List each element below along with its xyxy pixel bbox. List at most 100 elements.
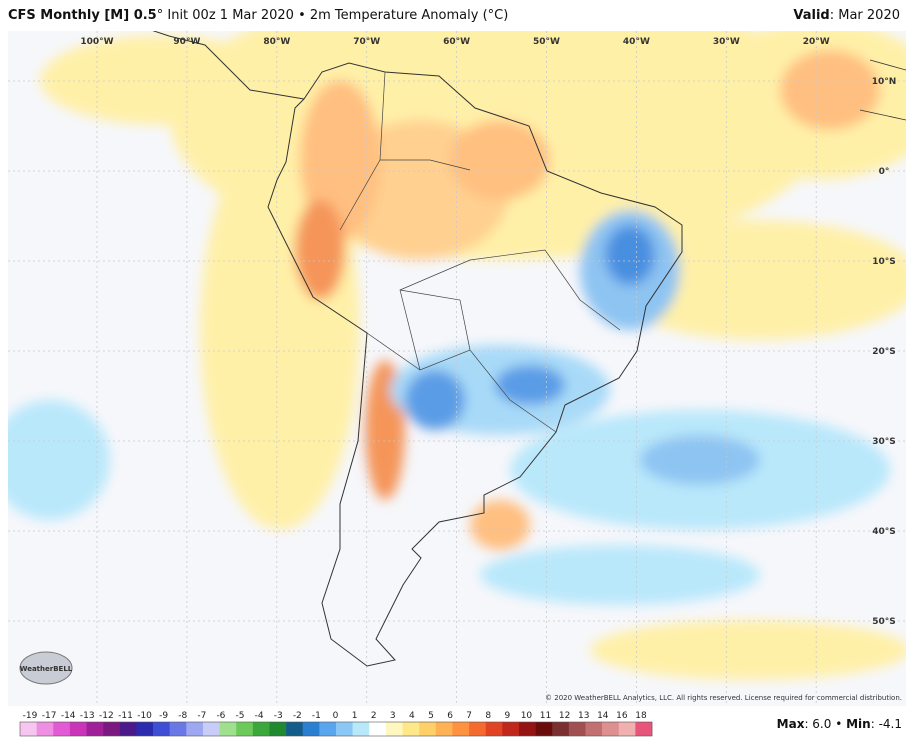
cool-core bbox=[405, 370, 465, 430]
latitude-label: 10°S bbox=[872, 257, 896, 267]
colorbar-swatch bbox=[585, 722, 603, 736]
colorbar-swatch bbox=[618, 722, 636, 736]
colorbar-label: 11 bbox=[540, 711, 551, 721]
warm-area bbox=[450, 120, 550, 200]
colorbar-label: -1 bbox=[312, 711, 321, 721]
colorbar-swatch bbox=[402, 722, 420, 736]
colorbar-swatch bbox=[419, 722, 437, 736]
colorbar-swatch bbox=[219, 722, 237, 736]
colorbar-swatch bbox=[36, 722, 54, 736]
cool-area bbox=[8, 400, 110, 520]
logo-globe bbox=[19, 651, 73, 685]
cool-core bbox=[495, 365, 565, 405]
colorbar-swatch bbox=[518, 722, 536, 736]
colorbar-label: -10 bbox=[137, 711, 152, 721]
longitude-label: 40°W bbox=[623, 37, 650, 47]
cool-core bbox=[605, 225, 655, 285]
colorbar-swatch bbox=[435, 722, 453, 736]
max-min: Max: 6.0 • Min: -4.1 bbox=[777, 717, 902, 731]
colorbar-swatch bbox=[352, 722, 370, 736]
warm-area bbox=[470, 500, 530, 550]
colorbar-swatch bbox=[136, 722, 154, 736]
latitude-label: 40°S bbox=[872, 527, 896, 537]
warm-area bbox=[590, 620, 906, 680]
colorbar-swatch bbox=[568, 722, 586, 736]
colorbar-label: -11 bbox=[118, 711, 133, 721]
max-value: : 6.0 bbox=[804, 717, 832, 731]
colorbar-label: 9 bbox=[504, 711, 510, 721]
colorbar-swatch bbox=[286, 722, 304, 736]
colorbar-label: 3 bbox=[390, 711, 396, 721]
latitude-label: 10°N bbox=[872, 77, 897, 87]
colorbar-swatch bbox=[236, 722, 254, 736]
colorbar-label: 13 bbox=[578, 711, 589, 721]
longitude-label: 30°W bbox=[713, 37, 740, 47]
colorbar-label: -13 bbox=[80, 711, 95, 721]
colorbar-label: -3 bbox=[274, 711, 283, 721]
colorbar-swatch bbox=[336, 722, 353, 736]
country-borders bbox=[339, 71, 621, 433]
colorbar-label: -14 bbox=[61, 711, 76, 721]
latitude-label: 20°S bbox=[872, 347, 896, 357]
map-area: 100°W 90°W 80°W 70°W 60°W 50°W 40°W 30°W 20°W 10… bbox=[8, 31, 906, 706]
colorbar-swatch bbox=[153, 722, 170, 736]
description: Init 00z 1 Mar 2020 • 2m Temperature Ano… bbox=[167, 8, 509, 23]
colorbar-label: 8 bbox=[485, 711, 491, 721]
colorbar-swatch bbox=[269, 722, 287, 736]
colorbar-label: 16 bbox=[616, 711, 628, 721]
south-america-outline bbox=[267, 62, 683, 667]
colorbar-label: -17 bbox=[42, 711, 57, 721]
degree: ° bbox=[156, 8, 164, 23]
latitude-label: 30°S bbox=[872, 437, 896, 447]
warm-area bbox=[40, 35, 280, 125]
colorbar-swatch bbox=[302, 722, 320, 736]
cool-core bbox=[640, 435, 760, 485]
colorbar-label: 2 bbox=[371, 711, 377, 721]
colorbar-label: 0 bbox=[333, 711, 339, 721]
min-label: Min bbox=[846, 717, 871, 731]
colorbar-swatch bbox=[119, 722, 137, 736]
colorbar-swatch bbox=[485, 722, 503, 736]
colorbar-swatch bbox=[502, 722, 520, 736]
colorbar-label: -7 bbox=[197, 711, 206, 721]
warm-core bbox=[295, 200, 345, 300]
latitude-labels: 10°N 0° 10°S 20°S 30°S 40°S 50°S bbox=[872, 77, 897, 627]
colorbar-swatch bbox=[53, 722, 71, 736]
colorbar-border bbox=[19, 721, 653, 737]
colorbar-label: -8 bbox=[178, 711, 187, 721]
valid-label: Valid bbox=[793, 8, 830, 23]
colorbar-label: -4 bbox=[255, 711, 264, 721]
max-label: Max bbox=[776, 717, 805, 731]
longitude-label: 100°W bbox=[80, 37, 113, 47]
longitude-label: 80°W bbox=[263, 37, 290, 47]
central-america-outline bbox=[152, 31, 305, 100]
colorbar-swatch bbox=[635, 722, 653, 736]
longitude-label: 60°W bbox=[443, 37, 470, 47]
model-name: CFS Monthly [M] 0.5 bbox=[8, 8, 157, 23]
colorbar-label: 5 bbox=[428, 711, 434, 721]
colorbar: -19 -17 -14 -13 -12 -11 -10 -9 -8 -7 -6 -5 -4 -3 -2 -1 0… bbox=[19, 711, 653, 737]
colorbar-swatch bbox=[452, 722, 470, 736]
copyright: © 2020 WeatherBELL Analytics, LLC. All r… bbox=[545, 694, 902, 702]
logo-text: WeatherBELL bbox=[20, 665, 73, 673]
latitude-label: 0° bbox=[879, 167, 890, 177]
latitude-label: 50°S bbox=[872, 617, 896, 627]
colorbar-swatch bbox=[202, 722, 220, 736]
cool-area bbox=[480, 545, 760, 605]
colorbar-swatch bbox=[20, 722, 37, 736]
colorbar-swatch bbox=[252, 722, 270, 736]
colorbar-label: 12 bbox=[559, 711, 570, 721]
colorbar-swatch bbox=[535, 722, 553, 736]
anomaly-field bbox=[8, 31, 906, 680]
africa-outline bbox=[859, 59, 906, 121]
colorbar-label: -9 bbox=[159, 711, 168, 721]
colorbar-label: 10 bbox=[521, 711, 533, 721]
logo: WeatherBELL bbox=[19, 651, 73, 685]
colorbar-swatch bbox=[103, 722, 121, 736]
longitude-label: 70°W bbox=[353, 37, 380, 47]
colorbar-swatch bbox=[169, 722, 187, 736]
colorbar-swatch bbox=[385, 722, 403, 736]
colorbar-label: -6 bbox=[216, 711, 225, 721]
